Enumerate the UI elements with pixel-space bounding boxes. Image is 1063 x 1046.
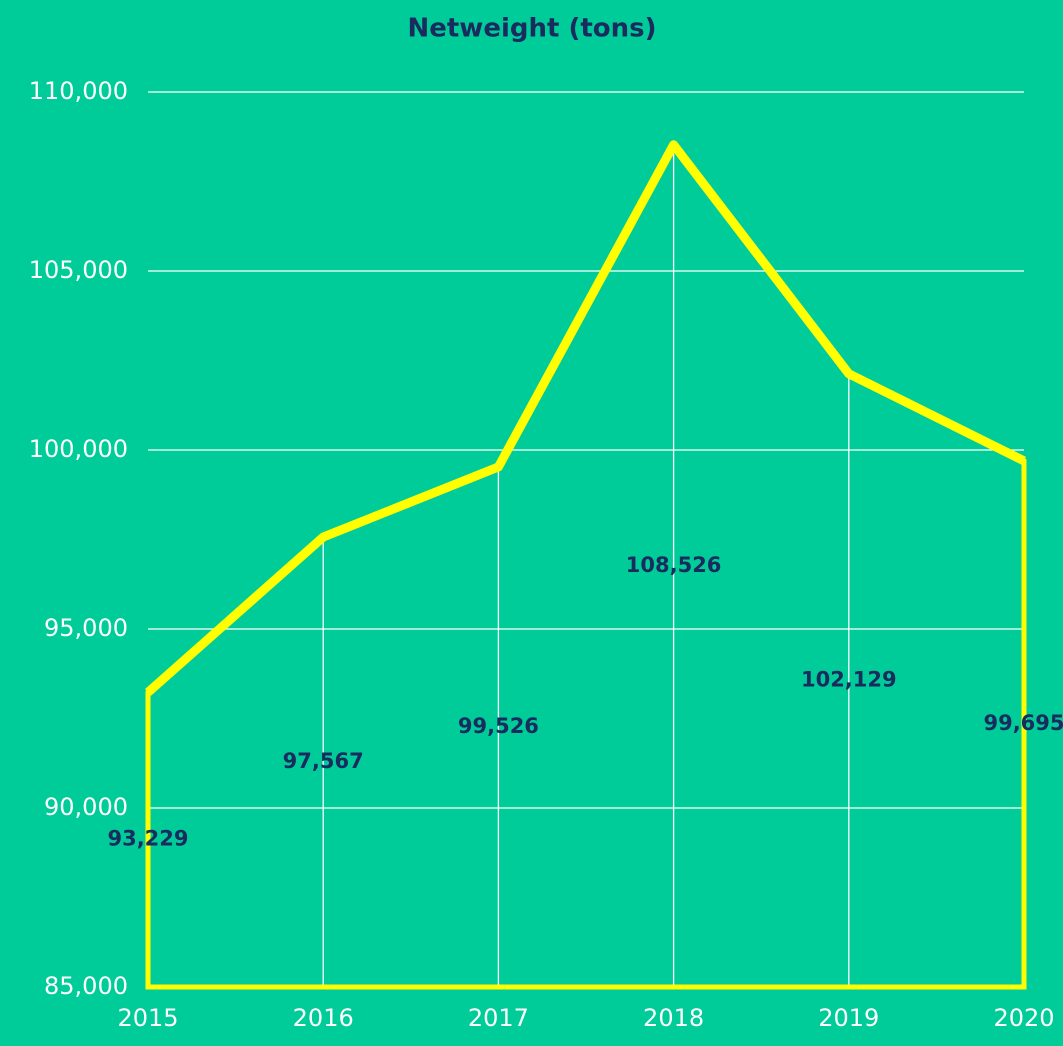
data-label: 97,567 (283, 749, 364, 773)
x-tick-label: 2019 (818, 1004, 879, 1032)
data-label: 99,526 (458, 714, 539, 738)
x-tick-label: 2015 (117, 1004, 178, 1032)
chart-title: Netweight (tons) (407, 14, 656, 44)
y-tick-label: 110,000 (29, 77, 128, 105)
y-tick-label: 95,000 (44, 614, 128, 642)
x-tick-label: 2020 (993, 1004, 1054, 1032)
data-label: 99,695 (983, 711, 1063, 735)
x-tick-label: 2018 (643, 1004, 704, 1032)
x-tick-label: 2017 (468, 1004, 529, 1032)
y-tick-label: 105,000 (29, 256, 128, 284)
area-line (145, 140, 1027, 696)
data-label: 102,129 (801, 667, 897, 691)
x-tick-label: 2016 (293, 1004, 354, 1032)
data-label: 108,526 (626, 553, 722, 577)
data-label: 93,229 (107, 827, 188, 851)
y-tick-label: 85,000 (44, 972, 128, 1000)
y-tick-label: 90,000 (44, 793, 128, 821)
y-tick-label: 100,000 (29, 435, 128, 463)
